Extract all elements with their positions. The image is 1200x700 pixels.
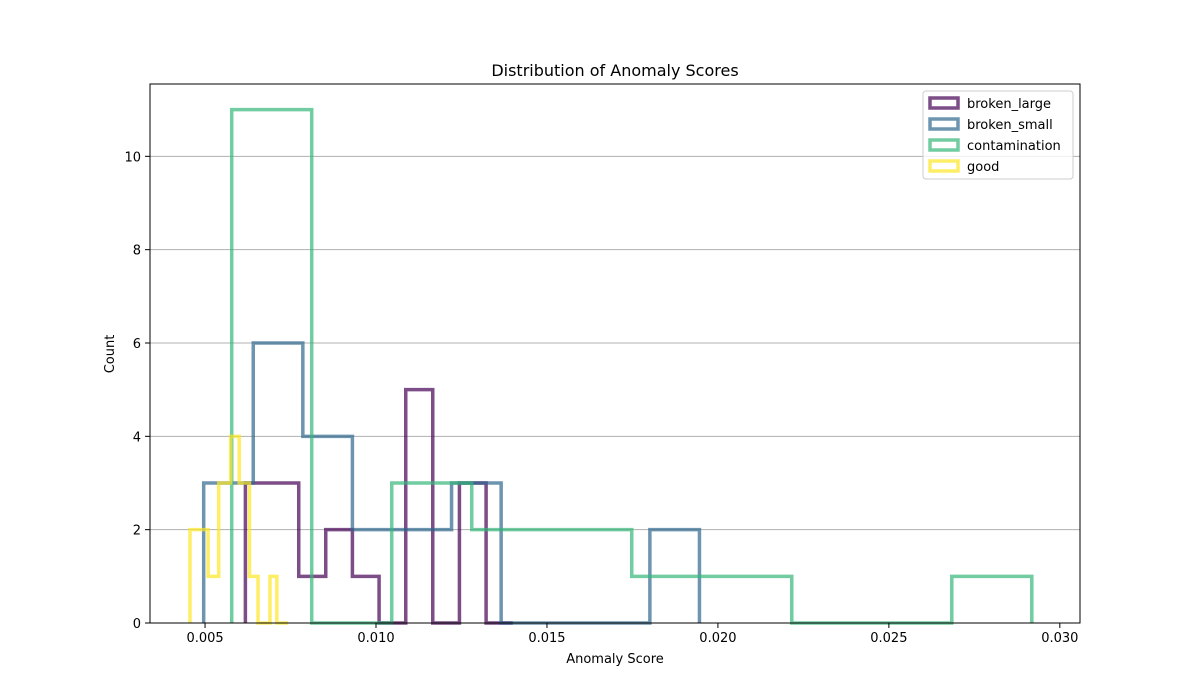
y-axis-ticks: 0 2 4 6 8 10 — [124, 150, 150, 632]
x-tick-label: 0.005 — [186, 631, 223, 646]
legend-swatch — [928, 117, 960, 131]
legend-swatch — [928, 138, 960, 152]
series-broken-large — [243, 387, 513, 625]
y-tick-label: 8 — [133, 244, 141, 259]
legend-label: good — [967, 160, 999, 175]
series-good — [188, 434, 289, 625]
legend-label: broken_small — [967, 118, 1053, 133]
x-tick-label: 0.010 — [357, 631, 394, 646]
y-tick-label: 4 — [133, 430, 141, 445]
legend: broken_large broken_small contamination goo… — [922, 90, 1074, 180]
x-tick-label: 0.030 — [1041, 631, 1078, 646]
chart-title: Distribution of Anomaly Scores — [491, 61, 738, 80]
x-axis-ticks: 0.005 0.010 0.015 0.020 0.025 0.030 — [186, 623, 1078, 646]
plot-frame — [149, 83, 1081, 624]
x-tick-label: 0.020 — [699, 631, 736, 646]
y-tick-label: 10 — [124, 150, 141, 165]
y-axis-label: Count — [103, 335, 118, 374]
legend-label: broken_large — [967, 97, 1051, 112]
y-tick-label: 2 — [133, 524, 141, 539]
x-tick-label: 0.025 — [870, 631, 907, 646]
y-tick-label: 6 — [133, 337, 141, 352]
x-axis-label: Anomaly Score — [566, 652, 664, 667]
legend-swatch — [928, 159, 960, 173]
y-tick-label: 0 — [133, 617, 141, 632]
legend-label: contamination — [967, 139, 1061, 154]
x-tick-label: 0.015 — [528, 631, 565, 646]
legend-swatch — [928, 96, 960, 110]
legend-box — [922, 90, 1074, 180]
